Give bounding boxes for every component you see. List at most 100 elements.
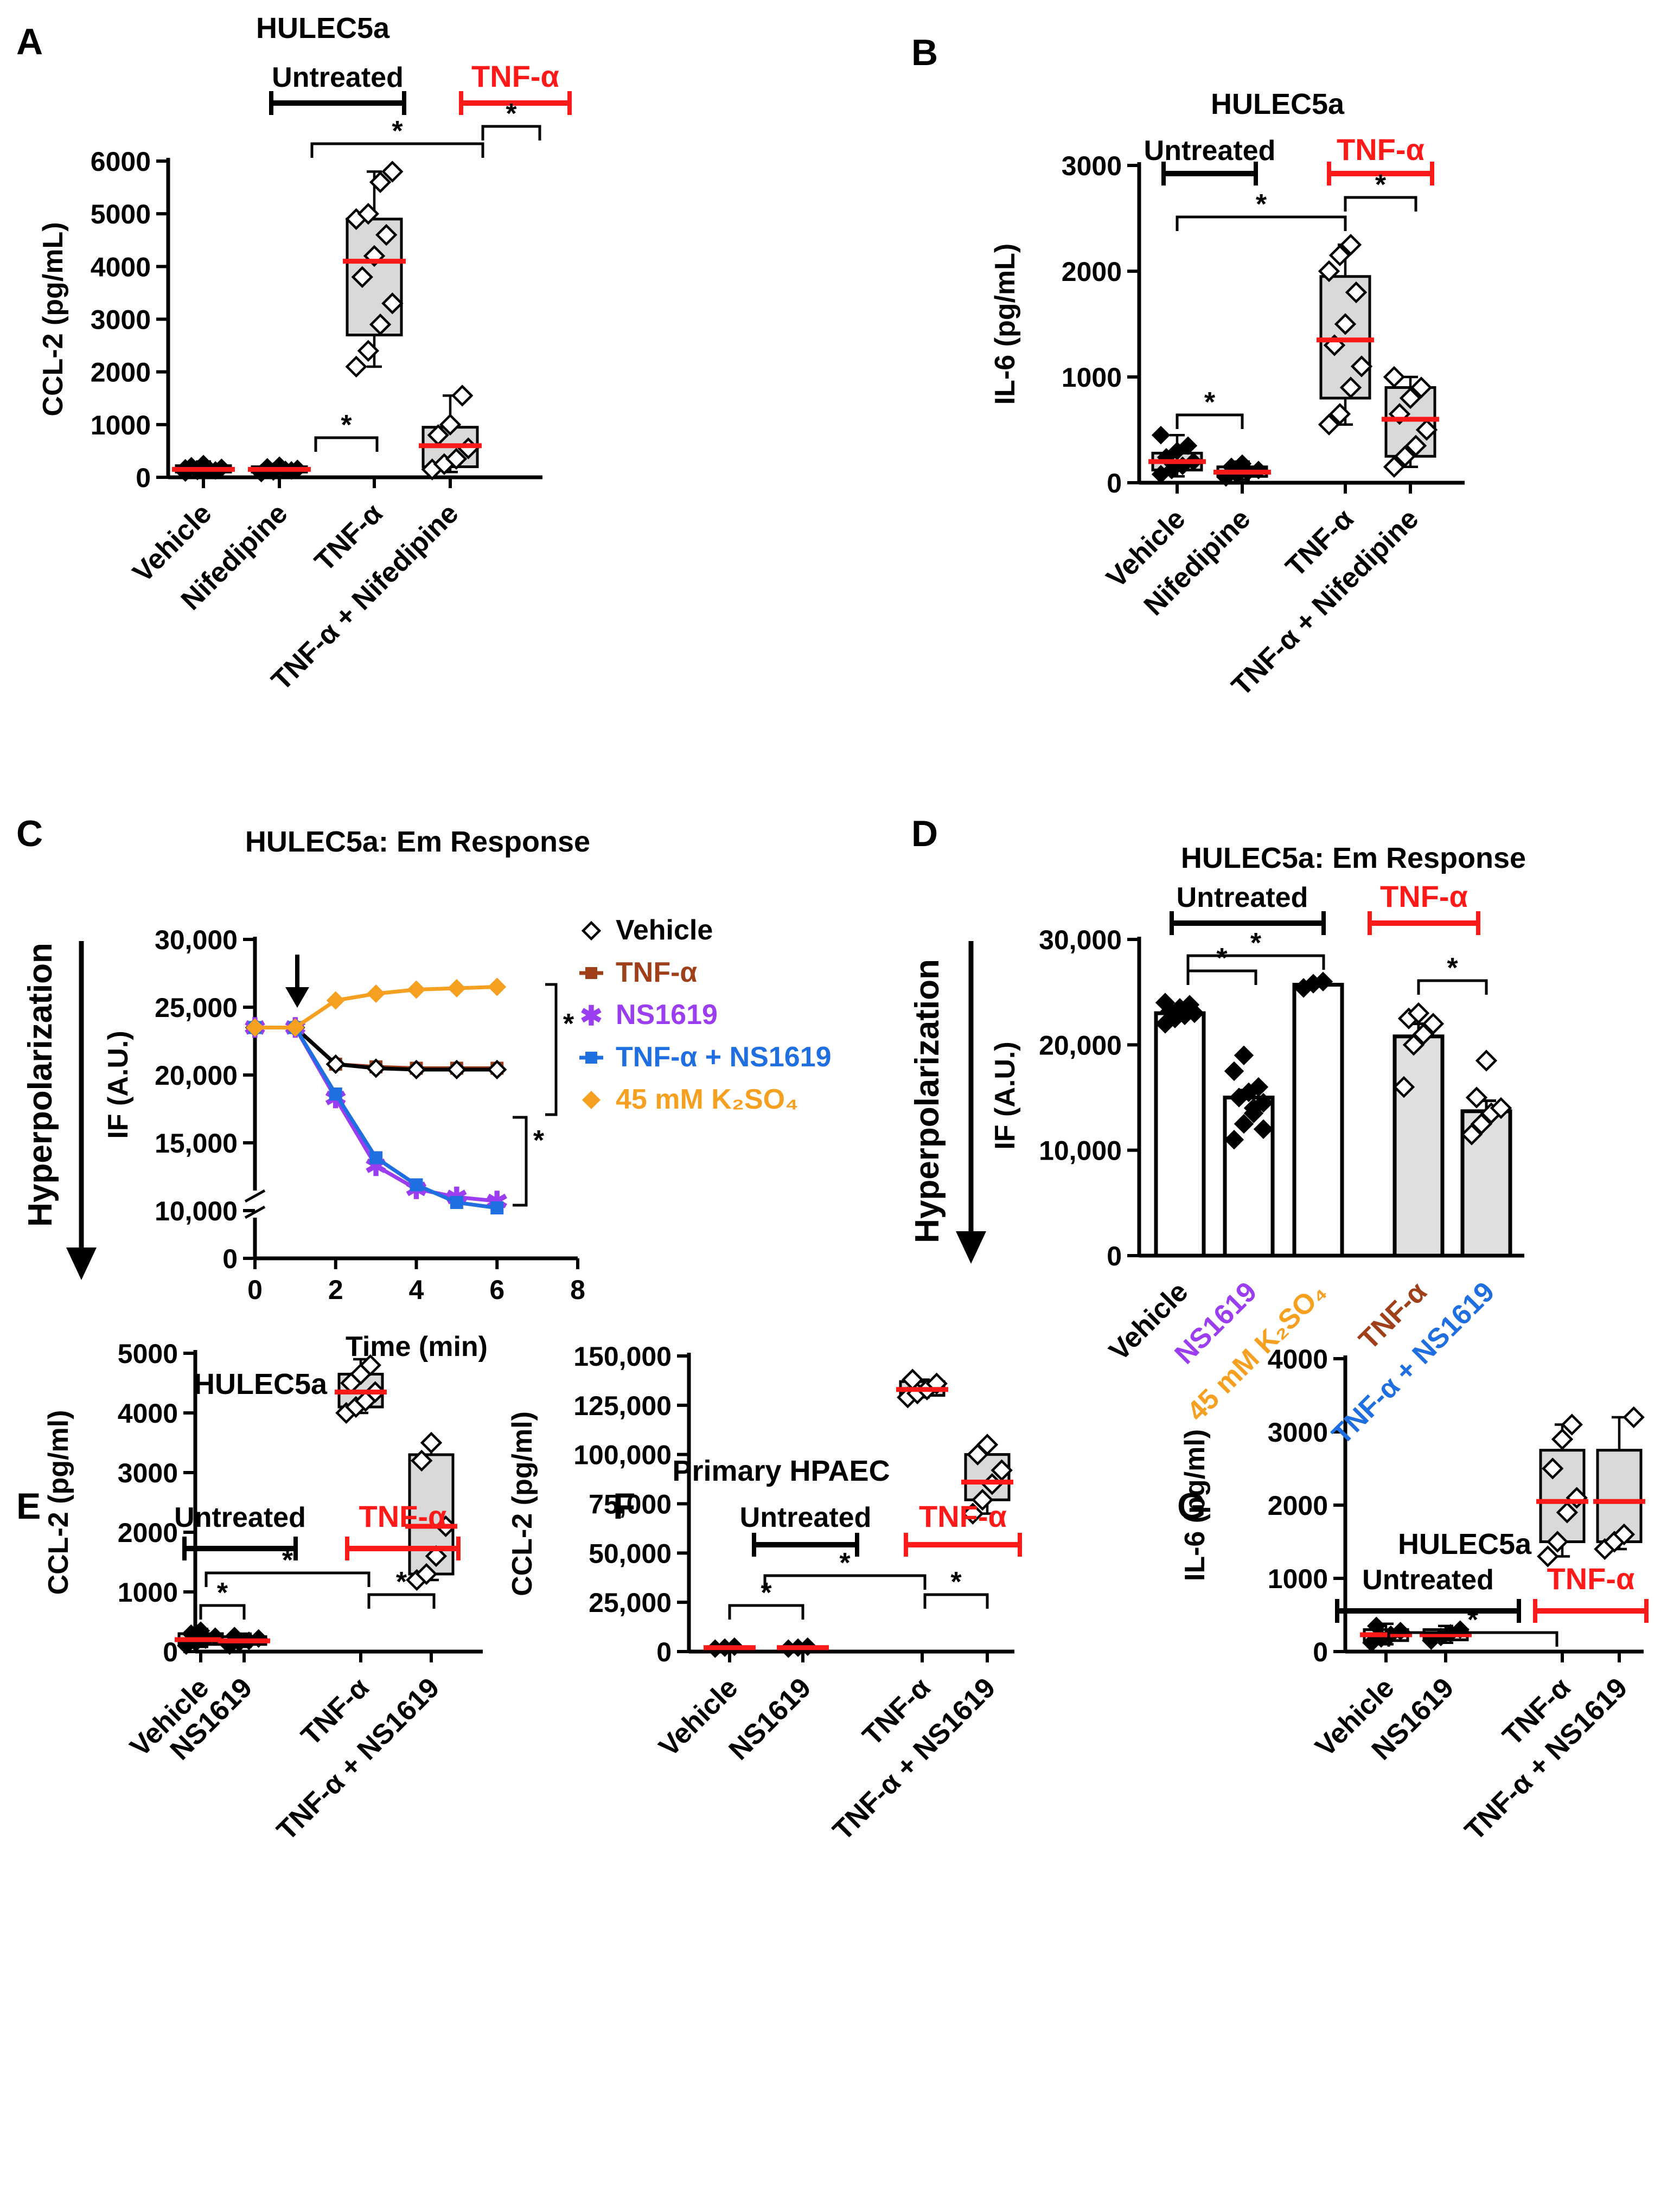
significance-bracket — [1186, 969, 1257, 985]
series-marker — [286, 1018, 305, 1037]
tnf-label: TNF-α — [1547, 1562, 1635, 1596]
series-marker — [367, 984, 386, 1003]
box-3: TNF-α — [857, 1368, 948, 1752]
significance-star: * — [392, 116, 403, 147]
data-point — [1253, 1119, 1274, 1139]
data-point — [420, 1431, 443, 1454]
y-tick-label: 10,000 — [1039, 1136, 1122, 1166]
series-marker — [450, 1196, 463, 1209]
data-point — [971, 1489, 994, 1511]
y-tick-label: 0 — [656, 1637, 672, 1667]
data-point — [1460, 1123, 1483, 1146]
significance-bracket — [481, 125, 541, 140]
series-marker — [487, 1059, 507, 1080]
tnf-bar — [904, 1533, 1022, 1557]
data-point — [425, 1545, 448, 1568]
y-tick-label: 50,000 — [589, 1538, 672, 1569]
hyperpolarization-label: Hyperpolarization — [909, 959, 946, 1243]
y-tick-label: 3000 — [118, 1458, 178, 1488]
significance-bracket — [763, 1574, 927, 1590]
legend-label: Vehicle — [616, 914, 713, 946]
y-tick-label: 20,000 — [155, 1060, 238, 1091]
panel-title: HULEC5a: Em Response — [245, 826, 590, 858]
significance-bracket — [205, 1571, 371, 1587]
panel-title: Primary HPAEC — [672, 1455, 890, 1487]
data-point — [1470, 1112, 1493, 1135]
data-point — [1151, 426, 1171, 445]
data-point — [1394, 445, 1416, 468]
data-point — [1174, 1000, 1195, 1020]
y-tick-label: 5000 — [118, 1339, 178, 1369]
significance-star: * — [341, 410, 352, 441]
panel-letter: C — [16, 813, 43, 854]
legend-label: TNF-α — [616, 957, 697, 988]
bar — [1392, 1034, 1445, 1258]
data-point — [1542, 1457, 1564, 1480]
application-arrow-head — [285, 987, 309, 1008]
data-point — [1224, 1130, 1244, 1150]
data-point — [1328, 403, 1351, 425]
y-tick-label: 3000 — [1062, 151, 1122, 181]
series-marker — [446, 1059, 467, 1080]
data-point — [1465, 1086, 1488, 1109]
y-tick-label: 0 — [136, 463, 151, 493]
y-tick-label: 25,000 — [155, 993, 238, 1023]
data-point — [415, 1563, 438, 1585]
untreated-bar — [182, 1537, 298, 1560]
significance-bracket — [1387, 1631, 1558, 1647]
series-marker — [246, 1018, 264, 1037]
significance-bracket — [1176, 215, 1347, 231]
data-point — [1243, 1098, 1264, 1118]
x-tick-label: 8 — [570, 1275, 585, 1305]
series-marker — [407, 980, 426, 999]
significance-star: * — [1250, 927, 1262, 959]
significance-star: * — [761, 1577, 772, 1609]
data-point — [1178, 436, 1198, 455]
tnf-label: TNF-α — [919, 1499, 1007, 1533]
y-tick-label: 3000 — [1268, 1417, 1328, 1448]
data-point — [359, 1354, 381, 1377]
significance-star: * — [217, 1577, 228, 1609]
hyperpolarization-label: Hyperpolarization — [22, 943, 59, 1227]
data-point — [381, 292, 404, 315]
panel-title: HULEC5a: Em Response — [1181, 842, 1526, 874]
significance-bracket — [923, 1593, 989, 1609]
data-point — [1392, 1076, 1415, 1098]
box-3: TNF-α — [309, 161, 406, 578]
data-point — [1318, 413, 1340, 436]
y-tick-label: 5000 — [91, 199, 151, 229]
y-tick-label: 4000 — [1268, 1344, 1328, 1374]
panel-letter: F — [613, 1486, 636, 1527]
panel-title: HULEC5a — [194, 1368, 328, 1400]
x-tick-label: 0 — [247, 1275, 263, 1305]
x-axis-label: Time (min) — [346, 1331, 488, 1362]
untreated-label: Untreated — [740, 1502, 872, 1533]
data-point — [1313, 971, 1333, 991]
series-marker — [326, 991, 345, 1010]
panel-title: HULEC5a — [1211, 88, 1345, 120]
significance-star: * — [1375, 169, 1387, 201]
box-3: TNF-α — [295, 1354, 387, 1752]
significance-bracket — [1417, 979, 1488, 995]
data-point — [1407, 1002, 1430, 1025]
box-4: TNF-α + Nifedipine — [266, 385, 482, 696]
y-tick-label: 4000 — [91, 252, 151, 282]
series-marker — [329, 1087, 342, 1101]
significance-star: * — [1256, 189, 1267, 220]
data-point — [381, 161, 404, 183]
series-marker — [490, 1201, 504, 1214]
series-5 — [246, 977, 507, 1037]
data-point — [445, 447, 468, 470]
panel-letter: D — [911, 813, 938, 854]
y-axis-label: CCL-2 (pg/mL) — [37, 222, 69, 416]
series-marker — [366, 1058, 386, 1078]
untreated-bar — [1170, 911, 1326, 935]
significance-star: * — [1467, 1604, 1479, 1636]
untreated-label: Untreated — [1144, 135, 1276, 167]
data-point — [345, 355, 367, 378]
significance-bracket — [1186, 954, 1325, 970]
tnf-label: TNF-α — [471, 59, 559, 93]
panel-title: HULEC5a — [1398, 1528, 1532, 1560]
data-point — [1404, 434, 1427, 457]
